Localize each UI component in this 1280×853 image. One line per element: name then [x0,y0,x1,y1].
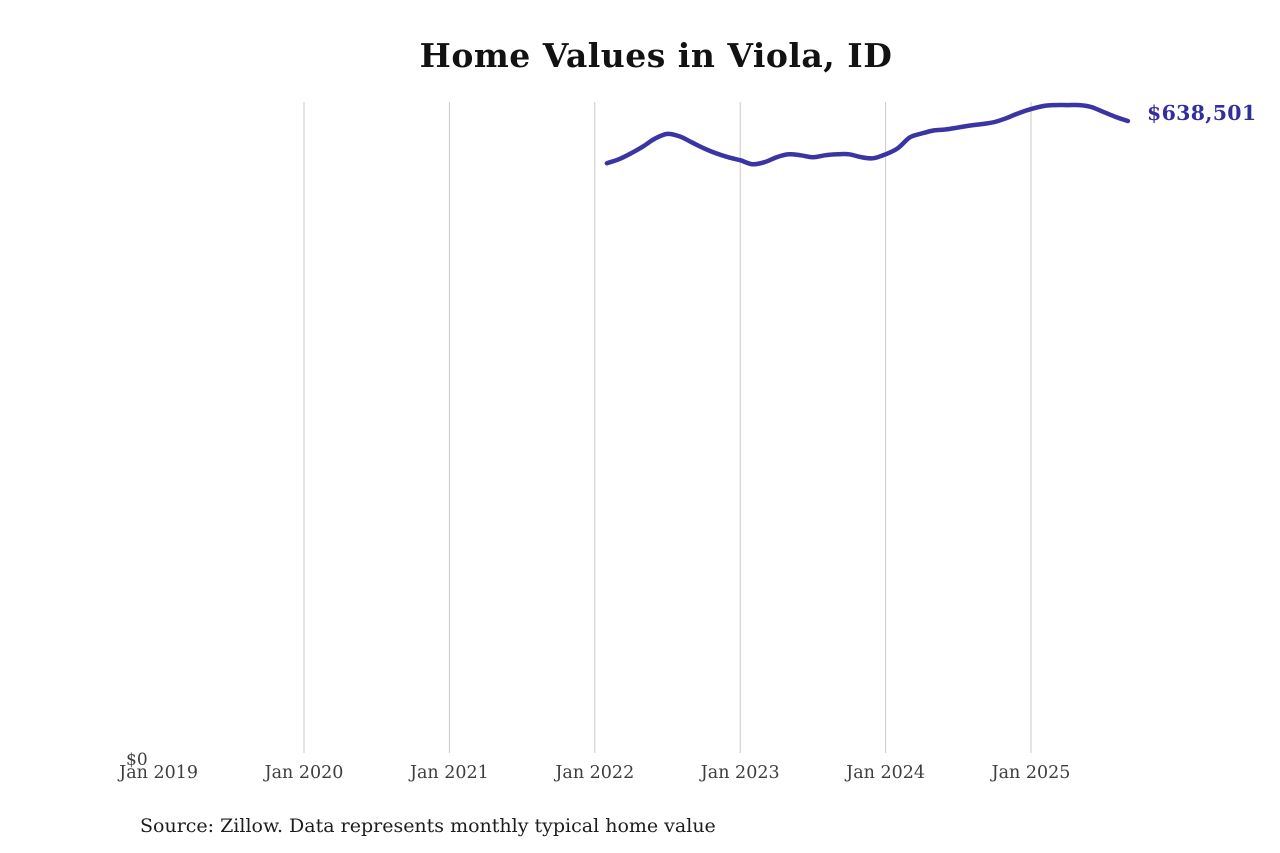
y-axis-zero-label: $0 [126,750,148,770]
x-axis-label-2023: Jan 2023 [700,763,780,783]
x-axis-label-2019: Jan 2019 [119,763,199,783]
latest-value-label: $638,501 [1147,101,1257,125]
x-axis-label-2024: Jan 2024 [846,763,926,783]
gridlines [303,102,1032,753]
source-note: Source: Zillow. Data represents monthly … [140,815,716,837]
chart-title: Home Values in Viola, ID [419,36,893,75]
x-axis-label-2022: Jan 2022 [555,763,635,783]
x-axis-label-2025: Jan 2025 [991,763,1071,783]
home-value-line [604,102,1131,167]
x-axis-label-2021: Jan 2021 [409,763,489,783]
x-axis-label-2020: Jan 2020 [264,763,344,783]
